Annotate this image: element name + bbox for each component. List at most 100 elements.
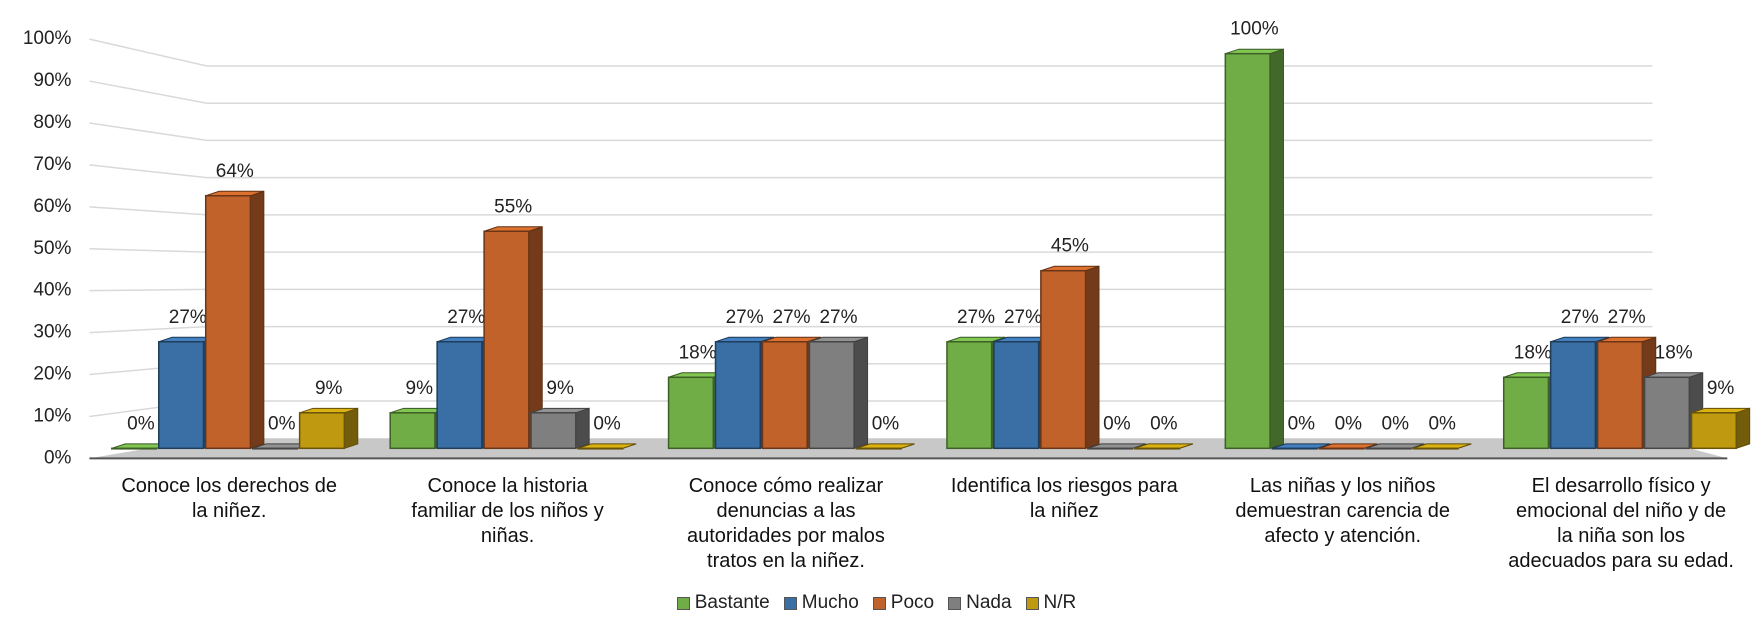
legend-label: Bastante [694, 592, 770, 613]
legend-item: Bastante [676, 592, 770, 614]
x-tick-label: Las niñas y los niños demuestran carenci… [1235, 475, 1450, 548]
legend-swatch [783, 596, 797, 610]
y-tick-label: 40% [33, 280, 71, 301]
y-tick-label: 20% [33, 364, 71, 385]
legend-label: Nada [966, 592, 1012, 613]
bar [204, 190, 265, 450]
bar-front [436, 341, 483, 450]
bar-front [1596, 341, 1644, 450]
bar-front [158, 341, 205, 450]
legend-label: N/R [1043, 592, 1077, 613]
bar-side [343, 407, 359, 450]
data-label: 27% [726, 307, 764, 328]
grid-line [89, 80, 1653, 104]
bar-front [808, 341, 855, 450]
data-label: 27% [957, 307, 995, 328]
data-label: 9% [315, 378, 343, 399]
bar-front [298, 412, 346, 450]
bar [530, 407, 590, 450]
y-tick-label: 0% [44, 447, 72, 468]
data-label: 9% [406, 378, 434, 399]
bar-front [1134, 447, 1181, 450]
data-label: 0% [127, 413, 155, 434]
data-label: 100% [1230, 19, 1279, 40]
x-tick-label: Conoce los derechos de la niñez. [121, 475, 338, 523]
y-tick-label: 50% [33, 238, 71, 259]
bar-side [575, 407, 590, 450]
y-tick-label: 90% [33, 70, 71, 91]
data-label: 55% [494, 196, 532, 217]
bar [1365, 443, 1425, 450]
legend-label: Mucho [801, 592, 859, 613]
bar-front [667, 376, 715, 450]
y-tick-label: 80% [33, 112, 71, 133]
bar-side [1085, 265, 1100, 450]
data-label: 18% [1514, 342, 1552, 363]
bar-front [1318, 447, 1365, 450]
bar [1134, 443, 1194, 450]
bar [577, 443, 637, 450]
data-label: 27% [1608, 307, 1646, 328]
data-label: 0% [1150, 413, 1178, 434]
bar-front [577, 447, 624, 450]
legend-item: Poco [872, 592, 935, 614]
x-tick-label: El desarrollo físico y emocional del niñ… [1508, 475, 1734, 573]
data-label: 9% [546, 378, 574, 399]
legend-item: Nada [948, 592, 1012, 614]
data-label: 18% [1655, 342, 1693, 363]
data-label: 18% [679, 342, 717, 363]
grid-line [89, 38, 1653, 67]
bar [1271, 443, 1331, 450]
y-tick-label: 100% [23, 28, 72, 49]
legend-swatch [1025, 596, 1039, 610]
data-label: 9% [1707, 378, 1735, 399]
bar-side [1269, 48, 1284, 450]
x-tick-label: Conoce cómo realizar denuncias a las aut… [687, 475, 885, 573]
data-label: 27% [1004, 307, 1042, 328]
bar-front [483, 230, 530, 450]
bar-front [714, 341, 761, 450]
y-tick-label: 60% [33, 196, 71, 217]
bar [1690, 407, 1751, 450]
data-label: 0% [1428, 413, 1456, 434]
bar-front [761, 341, 808, 450]
bar-front [111, 447, 158, 450]
bar-side [1735, 407, 1751, 450]
grid-line [89, 206, 1653, 216]
grid-line [89, 288, 1653, 292]
legend: Bastante Mucho Poco Nada N/R [0, 592, 1753, 614]
grid-line [89, 325, 1653, 334]
bar [1087, 443, 1147, 450]
x-tick-label: Conoce la historia familiar de los niños… [411, 475, 604, 548]
legend-item: N/R [1025, 592, 1077, 614]
bar-side [853, 336, 869, 450]
bar [298, 407, 359, 450]
data-label: 0% [593, 413, 621, 434]
bar-front [1271, 447, 1318, 450]
bar-front [1412, 447, 1459, 450]
data-label: 27% [447, 307, 485, 328]
bar-front [946, 341, 993, 450]
y-tick-label: 70% [33, 154, 71, 175]
y-tick-label: 10% [33, 405, 71, 426]
data-label: 0% [1288, 413, 1316, 434]
bar-front [251, 447, 299, 450]
data-label: 0% [1382, 413, 1410, 434]
bar-front [204, 194, 252, 450]
data-label: 45% [1051, 236, 1089, 257]
legend-label: Poco [890, 592, 935, 613]
bar-front [1087, 447, 1134, 450]
legend-swatch [676, 596, 690, 610]
bar-front [1549, 341, 1597, 450]
bar [1643, 372, 1704, 450]
bar-front [993, 341, 1040, 450]
grid-line [89, 164, 1653, 179]
bar [483, 226, 543, 450]
data-label: 27% [773, 307, 811, 328]
bar-front [1690, 412, 1738, 450]
bar-side [249, 190, 265, 450]
bar [1040, 265, 1100, 450]
data-label: 27% [1561, 307, 1599, 328]
bar [808, 336, 869, 450]
